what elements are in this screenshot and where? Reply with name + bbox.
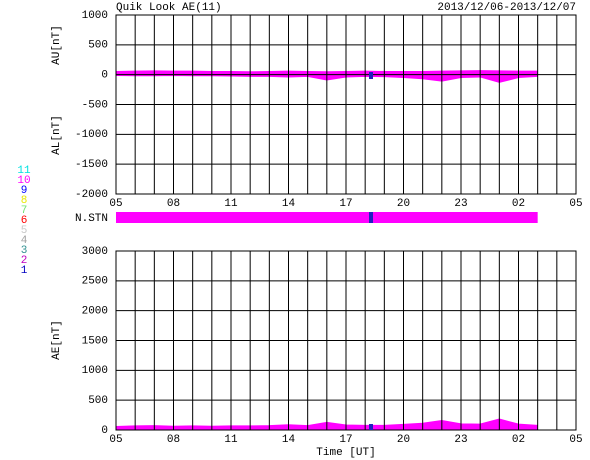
plot-frame: [115, 250, 577, 431]
station-marker: [369, 424, 373, 430]
y-tick-label: 500: [88, 395, 108, 407]
station-code: 9: [21, 185, 28, 197]
y-axis-label: AU[nT]: [51, 25, 63, 65]
x-tick-label: 23: [454, 434, 467, 446]
station-code: 1: [21, 265, 28, 277]
y-tick-label: -500: [82, 99, 108, 111]
x-tick-label: 23: [454, 198, 467, 210]
station-marker: [369, 212, 373, 223]
y-tick-label: 0: [101, 70, 108, 82]
x-tick-label: 05: [109, 434, 122, 446]
station-code: 10: [17, 175, 30, 187]
x-tick-label: 17: [339, 434, 352, 446]
y-tick-label: 0: [101, 425, 108, 437]
station-code: 7: [21, 205, 28, 217]
x-tick-label: 05: [569, 434, 582, 446]
y-tick-label: 2000: [82, 306, 108, 318]
x-tick-label: 05: [569, 198, 582, 210]
station-code: 8: [21, 195, 28, 207]
x-tick-label: 11: [224, 198, 238, 210]
chart-subtitle: 2013/12/06-2013/12/07: [437, 2, 576, 14]
station-code: 11: [17, 165, 31, 177]
y-tick-label: 1000: [82, 365, 108, 377]
y-tick-label: 2500: [82, 276, 108, 288]
y-tick-label: 1000: [82, 10, 108, 22]
x-tick-label: 05: [109, 198, 122, 210]
y-tick-label: -1500: [75, 159, 108, 171]
x-tick-label: 20: [397, 434, 410, 446]
x-tick-label: 02: [512, 434, 525, 446]
station-code: 2: [21, 255, 28, 267]
station-code: 5: [21, 225, 28, 237]
x-tick-label: 08: [167, 198, 180, 210]
station-bar: [116, 212, 538, 223]
station-label: N.STN: [75, 213, 108, 225]
chart-title: Quik Look AE(11): [116, 2, 222, 14]
y-tick-label: -1000: [75, 129, 108, 141]
x-tick-label: 11: [224, 434, 238, 446]
y-axis-label: AL[nT]: [51, 115, 63, 155]
y-tick-label: 3000: [82, 246, 108, 258]
x-tick-label: 17: [339, 198, 352, 210]
x-tick-label: 14: [282, 198, 296, 210]
station-marker: [369, 72, 373, 79]
station-code: 4: [21, 235, 28, 247]
plot-frame: [115, 14, 577, 195]
station-code: 6: [21, 215, 28, 227]
station-code: 3: [21, 245, 28, 257]
x-tick-label: 14: [282, 434, 296, 446]
y-tick-label: 1500: [82, 335, 108, 347]
x-tick-label: 02: [512, 198, 525, 210]
y-axis-label: AE[nT]: [51, 320, 63, 360]
y-tick-label: -2000: [75, 189, 108, 201]
x-tick-label: 20: [397, 198, 410, 210]
x-axis-label: Time [UT]: [316, 447, 375, 459]
y-tick-label: 500: [88, 40, 108, 52]
x-tick-label: 08: [167, 434, 180, 446]
